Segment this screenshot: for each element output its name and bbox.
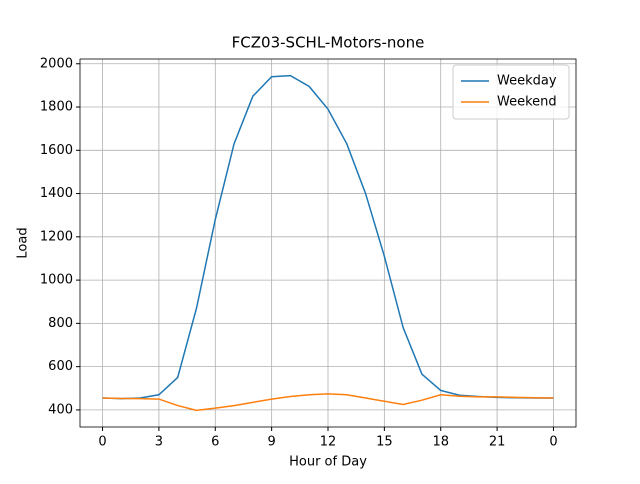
- x-tick-label: 0: [549, 435, 557, 450]
- x-tick-label: 0: [98, 435, 106, 450]
- series-line: [102, 393, 554, 412]
- y-tick-label: 1000: [40, 273, 73, 288]
- y-tick-label: 1800: [40, 100, 73, 115]
- y-tick-label: 1600: [40, 143, 73, 158]
- x-tick-label: 6: [211, 435, 219, 450]
- y-tick-label: 1200: [40, 229, 73, 244]
- x-tick-label: 21: [489, 435, 506, 450]
- plot-frame: [79, 58, 577, 428]
- x-axis-label: Hour of Day: [289, 455, 367, 470]
- x-tick-label: 9: [267, 435, 275, 450]
- y-tick-label: 800: [48, 316, 73, 331]
- x-tick-label: 12: [320, 435, 337, 450]
- x-tick-label: 3: [155, 435, 163, 450]
- y-axis-label: Load: [16, 227, 31, 258]
- y-tick-label: 1400: [40, 186, 73, 201]
- legend-label: Weekend: [497, 95, 557, 110]
- y-tick-label: 2000: [40, 56, 73, 71]
- legend-box: [452, 64, 570, 120]
- y-tick-label: 400: [48, 402, 73, 417]
- legend-label: Weekday: [497, 74, 557, 89]
- x-tick-label: 18: [432, 435, 449, 450]
- x-tick-label: 15: [376, 435, 393, 450]
- chart-title: FCZ03-SCHL-Motors-none: [232, 34, 425, 52]
- y-tick-label: 600: [48, 359, 73, 374]
